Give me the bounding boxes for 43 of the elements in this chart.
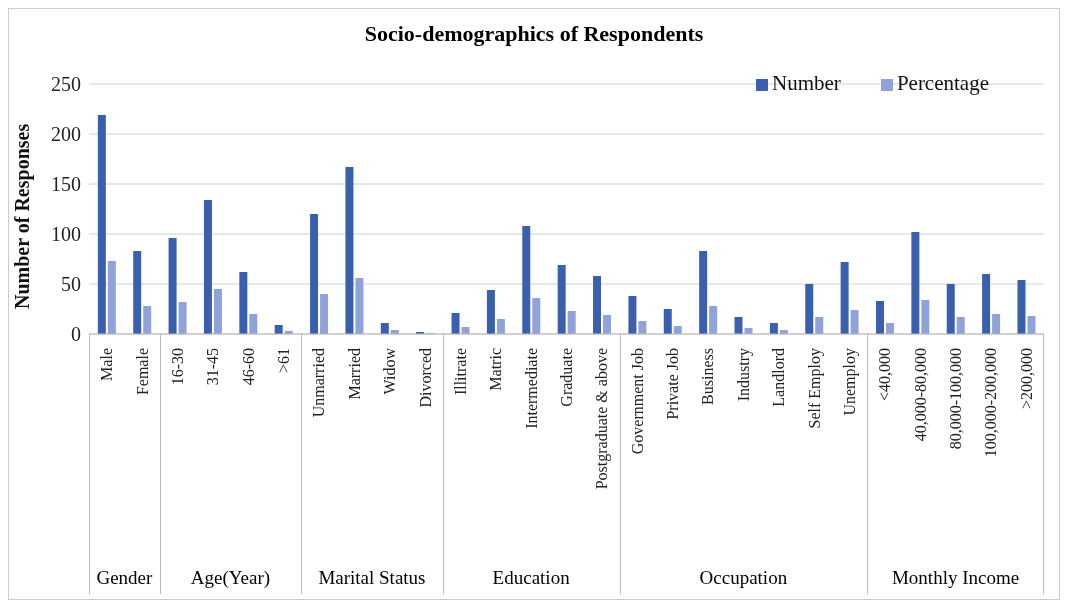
- x-tick-label: Female: [133, 348, 151, 396]
- x-tick-label: Unemploy: [840, 348, 859, 416]
- x-tick-label: 100,000-200,000: [982, 348, 1000, 458]
- x-tick-label: 40,000-80,000: [911, 348, 929, 442]
- x-tick-label: Postgraduate & above: [593, 348, 612, 490]
- y-tick-label: 200: [51, 123, 81, 146]
- y-tick-label: 0: [71, 323, 81, 346]
- y-tick-label: 150: [51, 173, 81, 196]
- text: Marital Status: [317, 567, 427, 589]
- x-tick-label: Intermediate: [522, 348, 540, 429]
- y-axis-title: Number of Responses: [11, 123, 35, 309]
- x-tick-label: Male: [98, 348, 116, 381]
- x-tick-label: Self Employ: [805, 348, 824, 429]
- x-tick-label: Private Job: [664, 348, 682, 420]
- legend-label: Percentage: [896, 71, 989, 95]
- x-tick-label: Unmarried: [310, 348, 328, 418]
- x-tick-label: Widow: [381, 347, 399, 395]
- x-tick-label: 31-45: [204, 348, 222, 386]
- chart-title: Socio-demographics of Respondents: [363, 21, 705, 47]
- y-tick-label: 100: [51, 223, 81, 246]
- x-tick-label: Industry: [734, 348, 753, 402]
- legend-label: Number: [772, 71, 841, 95]
- x-tick-label: >200,000: [1017, 348, 1035, 410]
- x-tick-label: 46-60: [239, 348, 257, 386]
- x-tick-label: 16-30: [168, 348, 186, 386]
- x-tick-label: Divorced: [416, 348, 434, 408]
- text: Gender: [95, 567, 154, 589]
- x-tick-label: <40,000: [876, 348, 894, 402]
- text: Monthly Income: [890, 567, 1021, 589]
- x-tick-label: Landlord: [770, 348, 788, 407]
- x-tick-label: Graduate: [558, 348, 575, 407]
- x-tick-label: 80,000-100,000: [947, 348, 965, 450]
- y-tick-label: 250: [51, 73, 81, 96]
- x-tick-label: >61: [275, 348, 293, 374]
- text: Education: [491, 567, 571, 589]
- x-tick-label: Government Job: [628, 348, 646, 455]
- text: Occupation: [698, 567, 789, 589]
- x-tick-label: Married: [345, 348, 363, 400]
- x-tick-label: Business: [699, 348, 717, 405]
- x-tick-label: Illitrate: [451, 348, 469, 396]
- text: Age(Year): [189, 567, 272, 589]
- x-tick-label: Matric: [487, 348, 505, 391]
- y-tick-label: 50: [61, 273, 81, 296]
